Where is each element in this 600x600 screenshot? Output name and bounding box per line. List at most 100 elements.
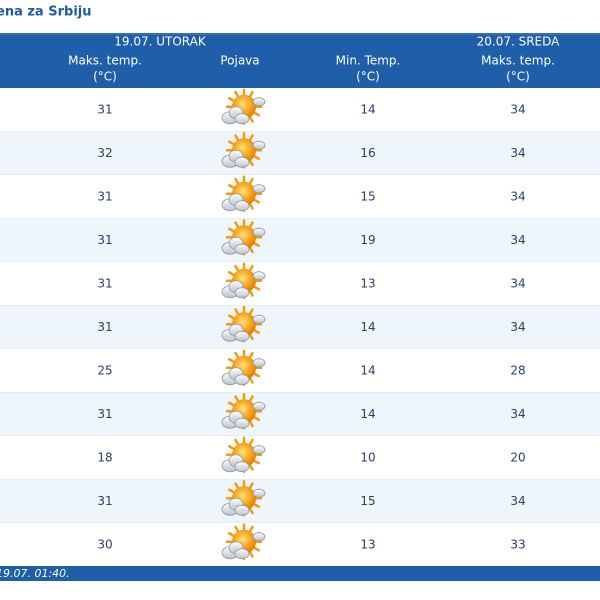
- sun-ray: [248, 351, 254, 359]
- temperature: 31: [97, 102, 112, 116]
- day-heading: 20.07. SREDA: [477, 35, 561, 49]
- table-row: [0, 479, 600, 523]
- table-header: [0, 33, 600, 88]
- cloud: [221, 280, 250, 299]
- cloud: [221, 106, 250, 125]
- sun-ray: [248, 525, 254, 533]
- sun-ray: [253, 416, 260, 421]
- column-heading: Min. Temp.: [336, 54, 401, 68]
- table-row: [0, 305, 600, 349]
- sun-ray: [248, 246, 254, 254]
- sun-ray: [248, 550, 254, 558]
- sun-ray: [228, 140, 235, 146]
- sun-ray: [253, 285, 260, 291]
- temperature: 31: [97, 494, 112, 508]
- sun-ray: [253, 242, 260, 247]
- temperature: 19: [360, 233, 375, 247]
- table-row: [0, 218, 600, 262]
- cloud-part: [234, 287, 250, 299]
- sun-ray: [248, 308, 254, 316]
- temperature: 34: [510, 320, 525, 334]
- sun-ray: [234, 264, 240, 272]
- table-row: [0, 88, 600, 132]
- sun-ray: [253, 372, 260, 378]
- table-row: [0, 131, 600, 175]
- temperature: 31: [97, 320, 112, 334]
- cloud-part: [234, 461, 250, 473]
- page-title: ena za Srbiju: [0, 5, 91, 20]
- temperature: 15: [360, 189, 375, 203]
- sun-ray: [228, 488, 235, 494]
- table-row: [0, 349, 600, 393]
- sun-ray: [248, 289, 254, 297]
- cloud: [252, 271, 266, 281]
- cloud-part: [234, 374, 250, 386]
- sun-ray: [248, 264, 254, 272]
- table-footer: [0, 566, 600, 581]
- weather-icon: [221, 523, 266, 560]
- table-row: [0, 175, 600, 219]
- sun-ray: [253, 155, 260, 160]
- sun-ray: [248, 376, 254, 384]
- sun-ray: [228, 314, 235, 320]
- cloud: [221, 410, 250, 429]
- sun-ray: [248, 482, 254, 490]
- column-heading: (°C): [93, 70, 117, 84]
- column-heading: (°C): [506, 70, 530, 84]
- sun-ray: [228, 401, 235, 407]
- weather-icon: [221, 88, 266, 125]
- temperature: 16: [360, 146, 375, 160]
- sun-ray: [234, 438, 240, 446]
- weather-icon: [221, 393, 266, 430]
- temperature: 34: [510, 494, 525, 508]
- sun-ray: [228, 97, 235, 102]
- cloud-part: [234, 548, 250, 560]
- table-row: [0, 262, 600, 306]
- column-heading: (°C): [356, 70, 380, 84]
- cloud-part: [234, 504, 250, 516]
- sun-ray: [234, 525, 240, 533]
- temperature: 13: [360, 276, 375, 290]
- temperature: 25: [97, 363, 112, 377]
- temperature: 20: [510, 450, 525, 464]
- cloud-part: [234, 330, 250, 342]
- sun-ray: [234, 90, 240, 98]
- sun-ray: [228, 358, 235, 363]
- cloud: [252, 401, 266, 411]
- cloud: [221, 454, 250, 473]
- cloud-part: [234, 243, 250, 255]
- sun-ray: [253, 329, 260, 334]
- temperature: 34: [510, 233, 525, 247]
- temperature: 15: [360, 494, 375, 508]
- sun-ray: [234, 308, 240, 316]
- cloud: [221, 236, 250, 255]
- sun-ray: [248, 202, 254, 210]
- weather-icon: [221, 262, 266, 299]
- column-heading: Maks. temp.: [68, 54, 142, 68]
- table-row: [0, 523, 600, 567]
- cloud: [252, 488, 266, 498]
- sun-ray: [234, 221, 240, 229]
- cloud: [221, 497, 250, 516]
- sun-ray: [234, 134, 240, 142]
- cloud: [252, 184, 266, 194]
- cloud: [221, 193, 250, 212]
- temperature: 32: [97, 146, 112, 160]
- sun-ray: [248, 333, 254, 341]
- sun-ray: [248, 463, 254, 471]
- table-row: [0, 436, 600, 480]
- sun-ray: [234, 482, 240, 490]
- temperature: 14: [360, 320, 375, 334]
- sun-ray: [253, 459, 260, 465]
- temperature: 34: [510, 407, 525, 421]
- temperature: 34: [510, 146, 525, 160]
- sun-ray: [253, 111, 260, 117]
- sun-ray: [248, 90, 254, 98]
- temperature: 14: [360, 407, 375, 421]
- cloud: [252, 358, 266, 368]
- sun-ray: [228, 227, 235, 233]
- temperature: 18: [97, 450, 112, 464]
- weather-icon: [221, 436, 266, 473]
- sun-ray: [248, 134, 254, 142]
